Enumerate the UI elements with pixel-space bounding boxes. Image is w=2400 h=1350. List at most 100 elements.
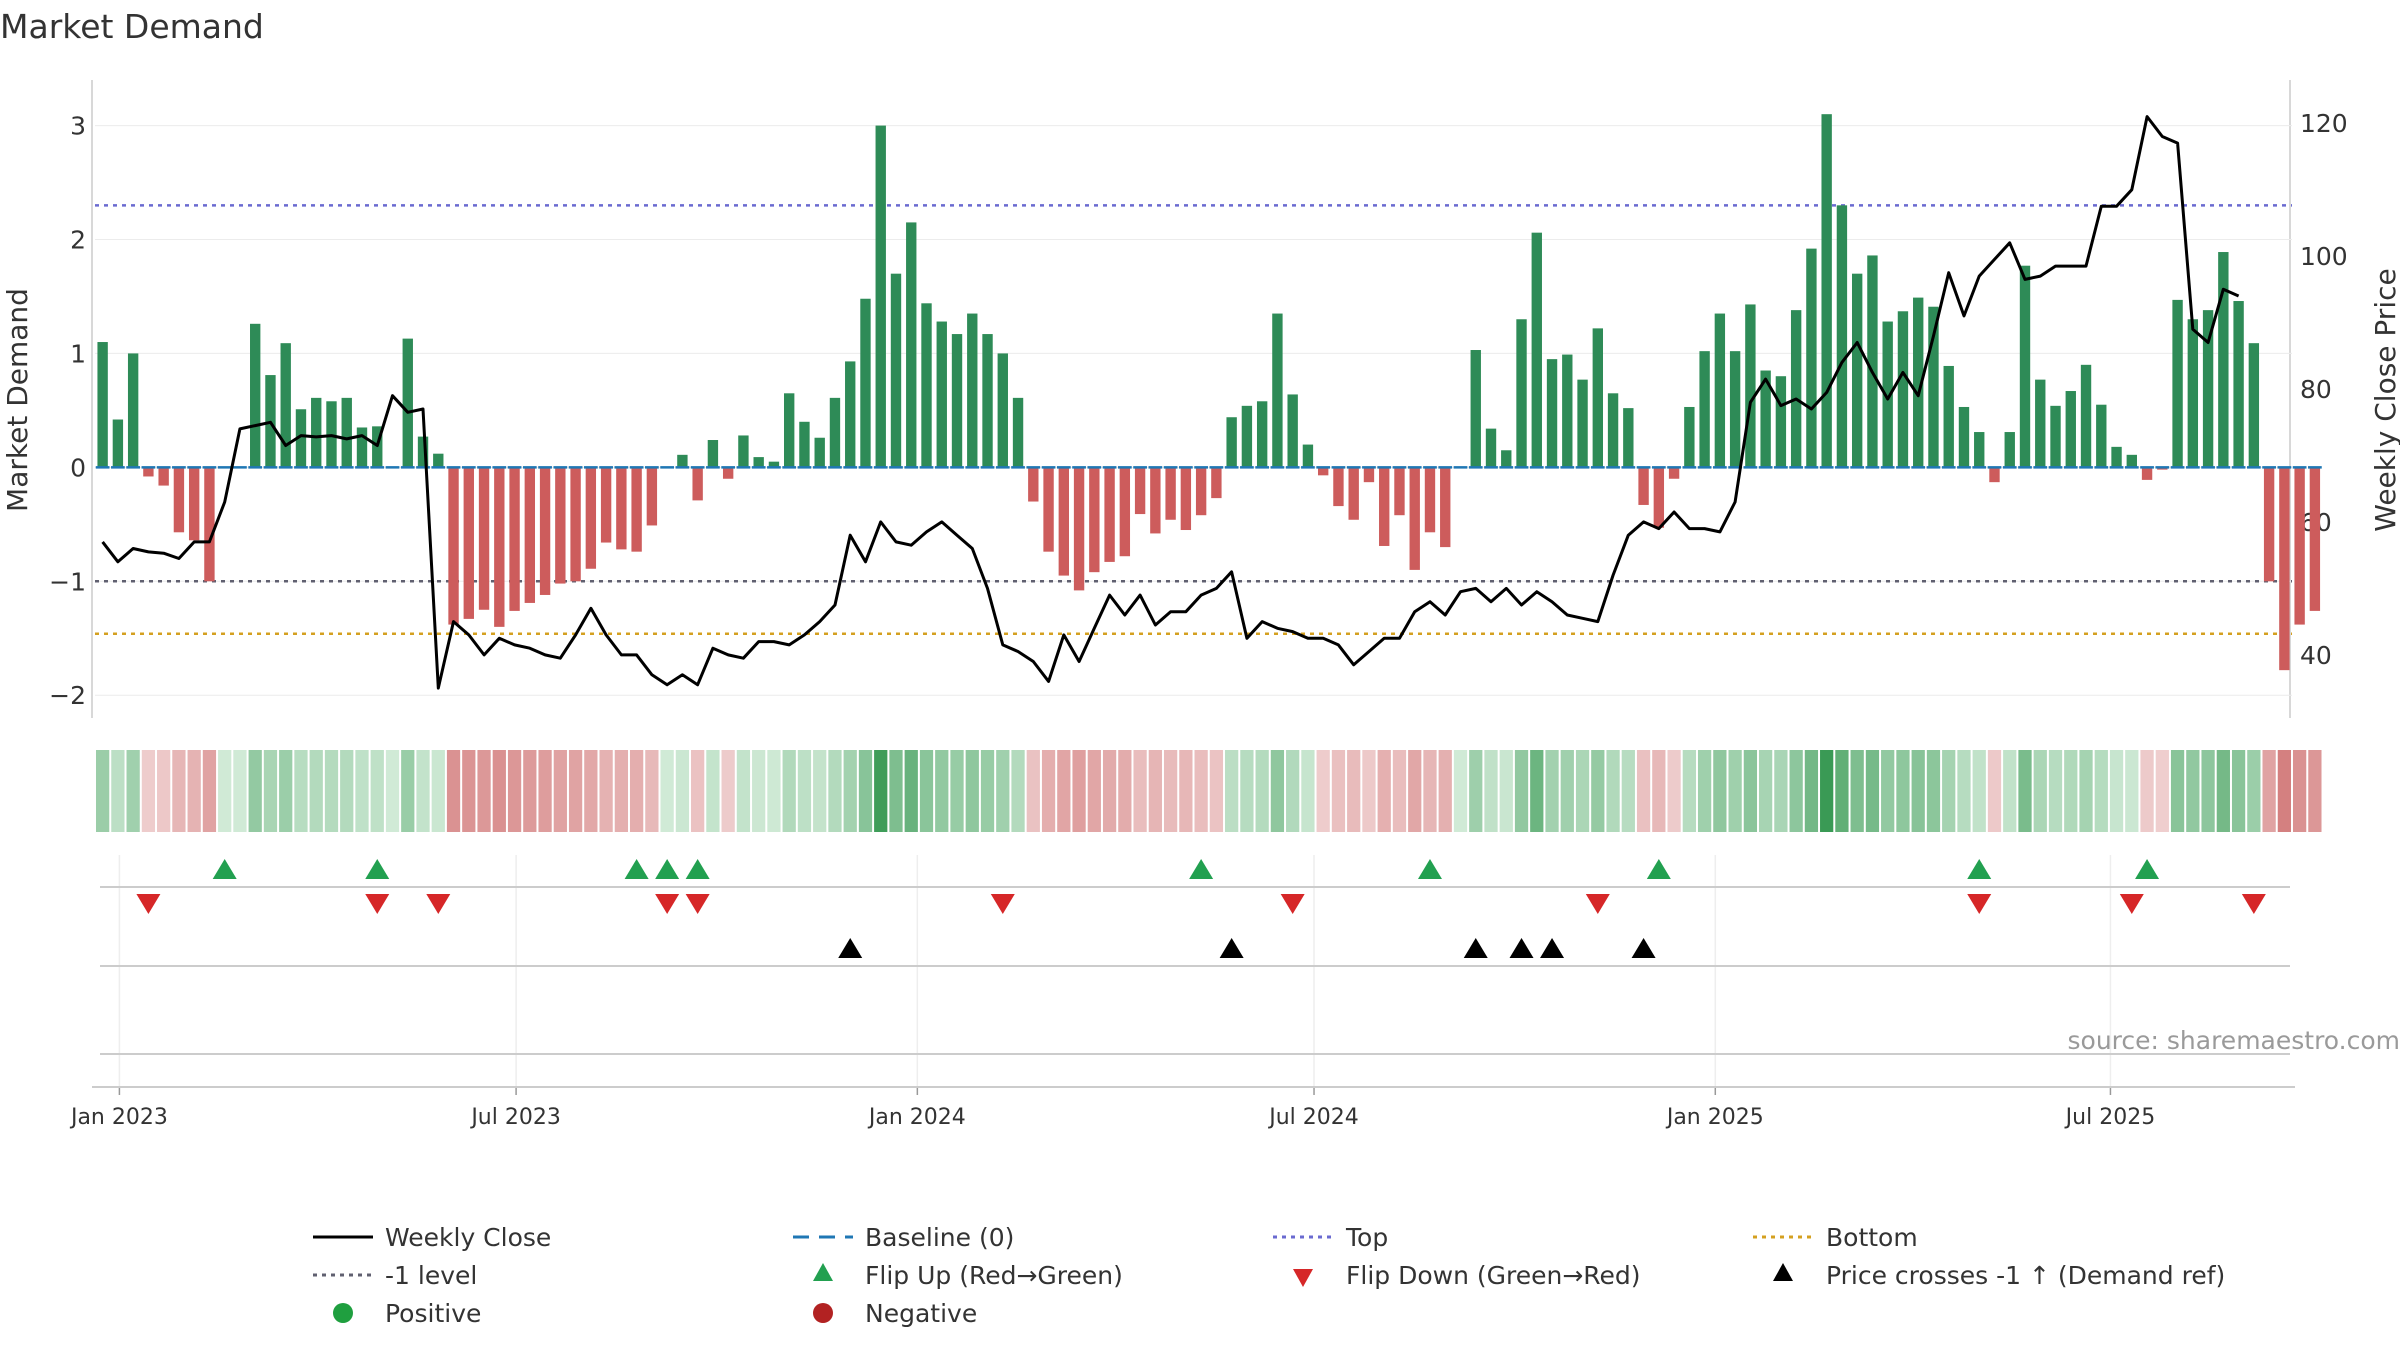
heat-cell xyxy=(660,750,674,832)
heat-cell xyxy=(874,750,888,832)
positive-demand-bar xyxy=(2050,405,2061,468)
positive-dot-icon xyxy=(333,1303,353,1323)
positive-demand-bar xyxy=(1897,311,1909,468)
heat-cell xyxy=(1453,750,1468,832)
heat-cell xyxy=(2186,750,2200,832)
negative-demand-bar xyxy=(1195,467,1207,516)
x-tick-labels: Jan 2023 Jul 2023 Jan 2024 Jul 2024 Jan 2025… xyxy=(69,1105,2155,1130)
heat-cell xyxy=(294,750,308,832)
negative-demand-bar xyxy=(188,467,200,541)
legend: Weekly Close Baseline (0) Top Bottom -1 … xyxy=(313,1223,2225,1328)
negative-demand-bar xyxy=(585,467,597,569)
weekly-close-line xyxy=(101,115,2240,690)
heat-cell xyxy=(248,750,262,832)
heat-cell xyxy=(1606,750,1620,832)
flip-down-marker xyxy=(1280,894,1305,914)
positive-demand-bar xyxy=(921,303,932,468)
y-axis-title: Market Demand xyxy=(1,288,34,512)
legend-baseline: Baseline (0) xyxy=(793,1223,1014,1252)
heat-cell xyxy=(965,750,979,832)
y2-tick-label: 80 xyxy=(2300,375,2332,404)
positive-demand-bar xyxy=(2019,265,2031,468)
flip-up-marker xyxy=(624,859,649,879)
heat-cell xyxy=(599,750,613,832)
y-tick-label: −1 xyxy=(49,567,86,596)
positive-demand-bar xyxy=(280,343,291,468)
heat-cell xyxy=(324,750,339,832)
heat-cell xyxy=(1133,750,1147,832)
positive-demand-bar xyxy=(799,421,810,468)
heat-cell xyxy=(691,750,705,832)
positive-demand-bar xyxy=(356,427,368,468)
negative-demand-bar xyxy=(1668,467,1680,479)
positive-demand-bar xyxy=(402,338,413,468)
legend-label: Baseline (0) xyxy=(865,1223,1014,1252)
heat-cell xyxy=(538,750,552,832)
heat-cell xyxy=(96,750,110,832)
positive-demand-bar xyxy=(311,397,322,468)
heat-cell xyxy=(2125,750,2139,832)
positive-demand-bar xyxy=(1241,405,1253,468)
x-tick-label: Jan 2023 xyxy=(69,1105,168,1130)
heat-cell xyxy=(1957,750,1971,832)
y-tick-labels: 3 2 1 0 −1 −2 xyxy=(49,112,86,711)
negative-demand-bar xyxy=(1119,467,1131,557)
negative-demand-bar xyxy=(570,467,581,582)
heat-cell xyxy=(1072,750,1086,832)
negative-demand-bar xyxy=(646,467,658,526)
flip-down-marker xyxy=(2119,894,2144,914)
legend-top: Top xyxy=(1273,1223,1388,1252)
heat-cell xyxy=(2277,750,2291,832)
flip-down-marker xyxy=(655,894,680,914)
heat-cell xyxy=(401,750,415,832)
heat-cell xyxy=(706,750,720,832)
heat-cell xyxy=(2293,750,2307,832)
positive-demand-bar xyxy=(2218,252,2229,468)
negative-demand-bar xyxy=(494,467,505,627)
positive-demand-bar xyxy=(1607,393,1619,468)
negative-demand-bar xyxy=(2294,467,2305,625)
price-cross-marker xyxy=(1463,938,1488,958)
negative-demand-bar xyxy=(692,467,703,501)
y-tick-label: 2 xyxy=(70,226,86,255)
legend-negative: Negative xyxy=(813,1299,977,1328)
legend-label: Top xyxy=(1345,1223,1388,1252)
heat-cell xyxy=(1286,750,1300,832)
negative-demand-bar xyxy=(1104,467,1115,562)
positive-demand-bar xyxy=(1256,401,1268,468)
negative-demand-bar xyxy=(204,467,215,582)
price-cross-marker xyxy=(838,938,863,958)
flip-up-marker xyxy=(1646,859,1671,879)
positive-demand-bar xyxy=(784,393,795,468)
heat-cell xyxy=(462,750,476,832)
heat-cell xyxy=(126,750,140,832)
heat-cell xyxy=(843,750,857,832)
negative-demand-bar xyxy=(143,467,154,477)
negative-demand-bar xyxy=(1089,467,1100,573)
heat-cell xyxy=(340,750,354,832)
y2-tick-label: 120 xyxy=(2300,109,2348,138)
positive-demand-bar xyxy=(2187,319,2199,468)
positive-demand-bar xyxy=(2035,379,2046,468)
positive-demand-bar xyxy=(707,440,719,468)
flip-down-marker xyxy=(136,894,161,914)
positive-demand-bar xyxy=(890,273,902,468)
positive-demand-bar xyxy=(2080,364,2092,468)
positive-demand-bar xyxy=(1501,450,1512,468)
heat-cell xyxy=(1759,750,1773,832)
heat-cell xyxy=(1881,750,1895,832)
negative-demand-bar xyxy=(2279,467,2290,671)
heat-cell xyxy=(1743,750,1758,832)
negative-demand-bar xyxy=(173,467,185,533)
heat-cell xyxy=(2064,750,2078,832)
heat-cell xyxy=(477,750,491,832)
heat-cell xyxy=(1484,750,1498,832)
heat-cell xyxy=(1057,750,1071,832)
positive-demand-bar xyxy=(1806,248,1817,468)
heat-cell xyxy=(2109,750,2124,832)
positive-demand-bar xyxy=(829,397,841,468)
positive-demand-bar xyxy=(1470,350,1481,468)
negative-demand-bar xyxy=(1638,467,1649,505)
negative-demand-bar xyxy=(1424,467,1436,533)
heat-cell xyxy=(736,750,751,832)
